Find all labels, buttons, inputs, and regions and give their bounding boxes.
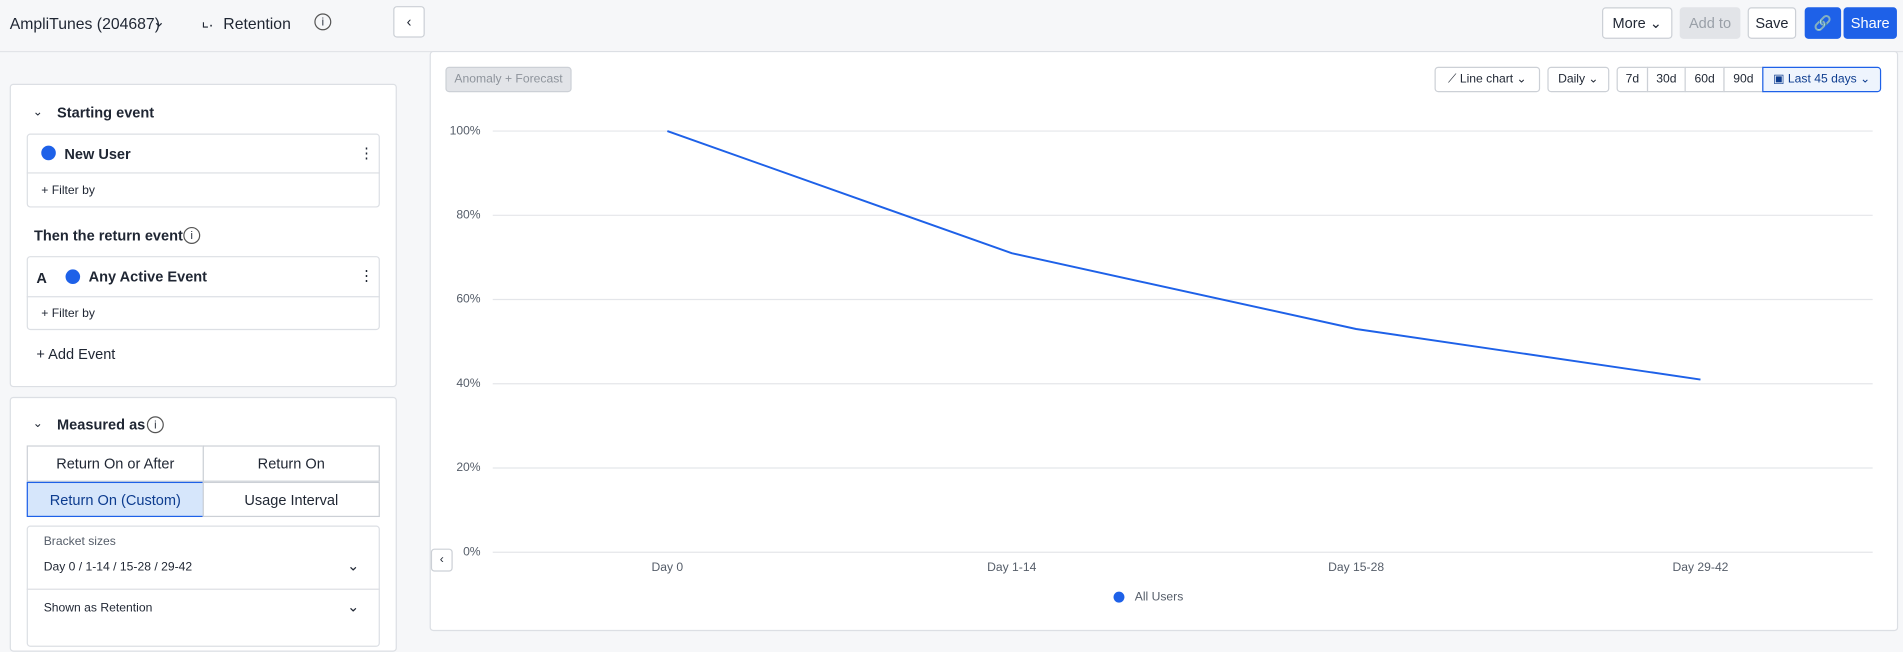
y-tick-label: 0%	[463, 544, 481, 558]
shown-as[interactable]: Shown as Retention	[43, 601, 153, 616]
x-tick-label: Day 15-28	[1328, 560, 1384, 574]
event-name[interactable]: Any Active Event	[88, 268, 208, 286]
chevron: ⌄	[347, 598, 360, 616]
page: AmpliTunes (204687) ⌄ ⌞. Retention i ‹ M…	[0, 6, 1903, 652]
range-button[interactable]: 30d	[1646, 66, 1686, 93]
chevron: ⌄	[347, 557, 360, 575]
option-label: Return On	[257, 455, 325, 473]
info-icon[interactable]: i	[314, 13, 332, 31]
section-title: Measured as	[57, 416, 146, 434]
event-card	[26, 256, 380, 331]
y-tick-label: 40%	[456, 376, 480, 390]
more-button[interactable]: More ⌄	[1602, 7, 1673, 39]
line-series	[667, 130, 1701, 381]
event-name[interactable]: New User	[64, 145, 131, 163]
chevron: ⌄	[32, 417, 43, 431]
divider	[26, 172, 380, 174]
x-tick-label: Day 1-14	[987, 560, 1036, 574]
legend-label: All Users	[1135, 589, 1184, 603]
share-button[interactable]: Share	[1843, 7, 1897, 39]
anomaly-button[interactable]: Anomaly + Forecast	[445, 66, 572, 93]
range-label: 7d	[1625, 72, 1640, 87]
range-label: 90d	[1733, 72, 1754, 87]
account-selector[interactable]: AmpliTunes (204687)	[9, 14, 160, 33]
chart-type-button[interactable]: ⟋ Line chart ⌄	[1434, 66, 1541, 93]
y-tick-label: 80%	[456, 208, 480, 222]
x-tick-label: Day 0	[652, 560, 684, 574]
menu-icon[interactable]: ⋮	[359, 144, 374, 162]
option-button[interactable]: Return On or After	[26, 445, 204, 482]
info-icon[interactable]: i	[183, 226, 201, 244]
option-label: Return On (Custom)	[49, 490, 181, 508]
add-event-link[interactable]: + Add Event	[36, 345, 116, 363]
interval-button[interactable]: Daily ⌄	[1547, 66, 1610, 93]
settings-card	[26, 525, 380, 647]
section-title: Starting event	[57, 104, 155, 122]
scroll-left[interactable]: ‹	[430, 548, 453, 572]
option-label: Return On or After	[56, 455, 175, 473]
info-icon[interactable]: i	[146, 416, 164, 434]
section-title: Then the return event	[33, 226, 183, 244]
date-range-button[interactable]: ▣ Last 45 days ⌄	[1762, 66, 1882, 93]
filter-link[interactable]: + Filter by	[41, 307, 95, 321]
bracket-value[interactable]: Day 0 / 1-14 / 15-28 / 29-42	[43, 560, 193, 575]
app: AmpliTunes (204687) ⌄ ⌞. Retention i ‹ M…	[0, 6, 1903, 652]
event-card	[26, 133, 380, 208]
save-button[interactable]: Save	[1747, 7, 1797, 39]
date-range-label: Last 45 days	[1787, 72, 1857, 87]
legend-marker	[1113, 591, 1125, 603]
option-button-selected[interactable]: Return On (Custom)	[26, 481, 204, 518]
anomaly-label: Anomaly + Forecast	[454, 72, 563, 87]
chart: 0% 20% 40% 60% 80% 100% Day 0 Day 1-14 Day 15-28…	[450, 123, 1873, 603]
chart-icon: ⌞.	[201, 12, 214, 31]
filter-link[interactable]: + Filter by	[41, 184, 95, 198]
divider	[26, 296, 380, 298]
range-label: 30d	[1656, 72, 1677, 87]
interval-label: Daily	[1558, 72, 1586, 87]
divider	[26, 588, 380, 590]
add-to-button[interactable]: Add to	[1679, 7, 1741, 39]
y-tick-label: 100%	[450, 123, 481, 137]
share-label: Share	[1850, 14, 1890, 32]
event-icon	[65, 269, 81, 284]
option-label: Usage Interval	[244, 490, 339, 508]
event-letter: A	[36, 269, 47, 287]
range-button[interactable]: 60d	[1684, 66, 1725, 93]
range-button[interactable]: 7d	[1616, 66, 1649, 93]
chart-kind[interactable]: Retention	[223, 14, 291, 33]
x-tick-label: Day 29-42	[1672, 560, 1728, 574]
bracket-label: Bracket sizes	[43, 535, 116, 549]
y-tick-label: 60%	[456, 292, 480, 306]
chevron: ⌄	[152, 13, 166, 31]
more-label: More	[1612, 14, 1646, 32]
menu-icon[interactable]: ⋮	[359, 267, 374, 284]
chart-type-label: Line chart	[1459, 72, 1514, 87]
chevron: ⌄	[32, 105, 43, 119]
option-button[interactable]: Usage Interval	[202, 481, 380, 518]
event-icon	[41, 145, 56, 161]
range-label: 60d	[1694, 72, 1715, 87]
y-tick-label: 20%	[456, 460, 480, 474]
add-to-label: Add to	[1688, 14, 1732, 32]
save-label: Save	[1755, 14, 1789, 32]
collapse-button[interactable]: ‹	[393, 6, 425, 38]
option-button[interactable]: Return On	[202, 445, 380, 482]
chart-panel	[429, 50, 1899, 632]
link-button[interactable]: 🔗	[1804, 7, 1842, 39]
